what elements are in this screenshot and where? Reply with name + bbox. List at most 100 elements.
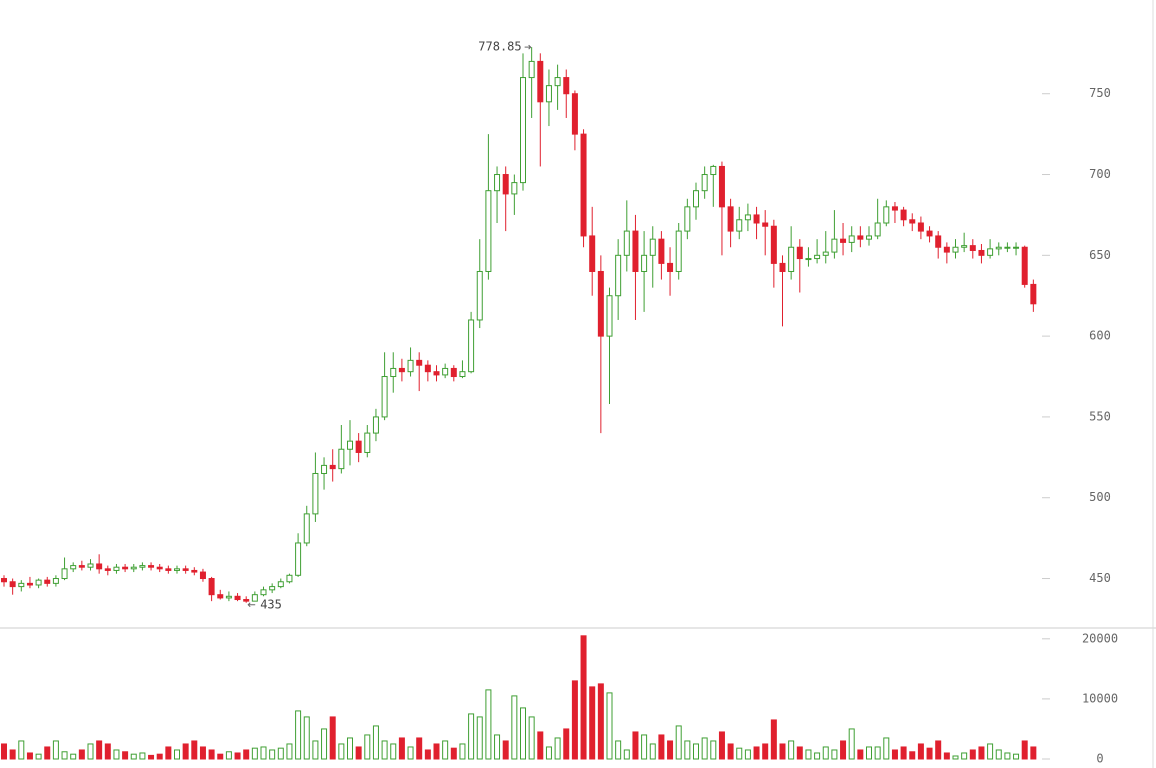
volume-bar [900,746,907,760]
y-tick-label: 550 [1089,409,1111,423]
y-tick-label: 650 [1089,248,1111,262]
volume-bar [615,740,622,760]
candle-body [857,235,864,240]
candle-body [718,165,725,208]
candle-body [537,60,544,103]
candle-body [710,165,717,176]
candle-body [796,246,803,260]
candle-body [545,85,552,103]
candle-body [822,251,829,256]
candle-body [424,364,431,373]
candle-body [701,174,708,192]
candle-body [987,248,994,256]
candle-body [450,367,457,378]
candle-body [321,464,328,474]
volume-bar [857,749,864,760]
candle-body [243,599,250,602]
candle-body [667,262,674,272]
volume-bar [139,752,146,760]
candle-body [788,246,795,272]
volume-bar [632,731,639,760]
volume-bar [805,749,812,760]
volume-bar [96,740,103,760]
volume-bar [390,743,397,760]
volume-bar [355,746,362,760]
candle-body [571,93,578,135]
volume-bar [217,753,224,760]
volume-bar [952,755,959,760]
volume-bar [9,749,16,760]
candle-body [770,225,777,264]
candle-body [900,209,907,221]
volume-bar [528,716,535,760]
candle-body [70,565,77,570]
volume-bar [926,747,933,760]
volume-bar [165,746,172,760]
volume-bar [416,737,423,760]
volume-bar [995,749,1002,760]
volume-bar [208,749,215,760]
candle-body [1030,283,1037,305]
volume-bar [909,751,916,760]
candle-body [44,579,51,584]
volume-bar [961,752,968,760]
candle-body [459,371,466,378]
candle-body [649,238,656,256]
volume-bar [1030,746,1037,760]
volume-bar [978,746,985,760]
volume-bar [321,728,328,760]
candle-body [606,295,613,337]
candle-body [191,569,198,573]
candle-body [693,190,699,208]
volume-bar [935,740,942,760]
volume-bar [87,743,94,760]
volume-bar [744,749,751,760]
candle-body [364,432,371,453]
candle-body [156,566,163,570]
candle-body [814,254,821,260]
candle-body [563,77,570,95]
volume-bar [675,725,682,760]
candle-body [260,589,267,596]
volume-bar [779,743,786,760]
candle-body [381,376,388,418]
candle-body [623,230,630,256]
candle-body [883,206,890,224]
volume-bar [822,746,829,760]
candle-body [234,595,241,601]
volume-bar [286,743,293,760]
candle-body [78,565,85,568]
volume-tick-label: 0 [1096,751,1103,765]
candle-body [909,219,916,224]
candle-body [589,235,596,272]
candle-body [684,206,691,232]
y-tick-label: 450 [1089,571,1111,585]
candle-body [433,371,440,376]
candle-body [52,578,59,584]
volume-bar [943,752,950,760]
volume-bar [78,749,85,760]
volume-bar [174,749,180,760]
volume-bar [1021,740,1028,760]
candle-body [416,359,423,366]
volume-bar [364,734,371,760]
candle-body [675,230,682,272]
volume-bar [693,743,699,760]
volume-bar [277,747,284,760]
volume-bar [433,743,440,760]
candle-body [805,258,812,261]
candle-body [520,77,526,184]
volume-bar [1004,752,1011,760]
candle-body [1,578,7,583]
candle-body [866,235,872,240]
candle-body [779,262,786,272]
candle-body [468,319,475,373]
volume-bar [874,746,881,760]
volume-bar [269,749,276,760]
candle-body [303,513,310,544]
volume-bar [606,692,613,760]
volume-bar [407,746,414,760]
volume-bar [545,746,552,760]
candle-body [122,566,129,570]
candle-body [269,586,276,591]
